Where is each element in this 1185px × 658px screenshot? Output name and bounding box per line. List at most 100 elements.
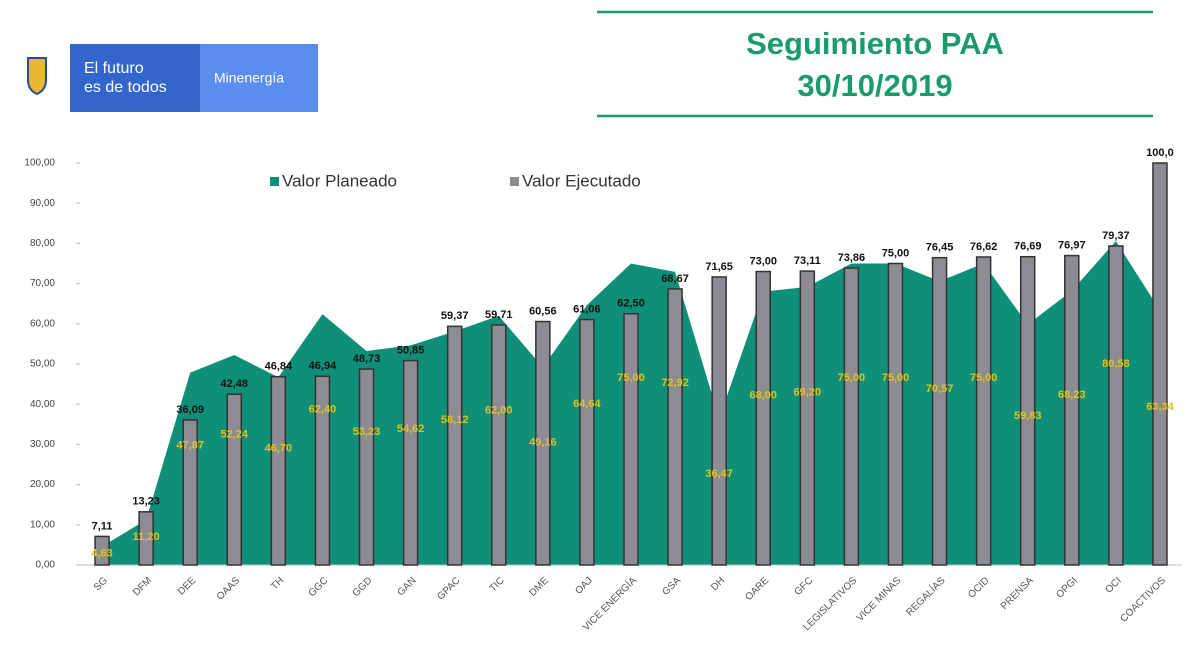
bar-label: 100,0 xyxy=(1146,147,1174,159)
bar xyxy=(491,324,507,566)
area-label: 62,40 xyxy=(309,403,337,415)
area-label: 59,83 xyxy=(1014,410,1042,422)
area-label: 36,47 xyxy=(705,468,733,480)
bar xyxy=(931,256,948,566)
x-tick-label: OAJ xyxy=(573,575,595,597)
area-label: 69,20 xyxy=(794,386,822,398)
area-label: 68,00 xyxy=(749,389,777,401)
legend-swatch xyxy=(510,177,519,186)
bar xyxy=(314,375,331,566)
x-tick-label: GSA xyxy=(660,575,683,598)
bar-label: 48,73 xyxy=(353,353,381,365)
brand-text: es de todos xyxy=(84,79,167,96)
area-label: 75,00 xyxy=(970,372,998,384)
area-label: 54,62 xyxy=(397,423,425,435)
x-tick-label: COACTIVOS xyxy=(1119,575,1169,625)
area-label: 53,23 xyxy=(353,426,381,438)
area-label: 52,24 xyxy=(221,429,249,441)
legend-label: Valor Planeado xyxy=(282,171,397,190)
y-tick-label: 50,00 xyxy=(30,359,55,370)
bar-label: 46,84 xyxy=(265,361,293,373)
y-tick-label: 70,00 xyxy=(30,278,55,289)
x-tick-label: OAAS xyxy=(215,575,243,603)
y-tick-label: 10,00 xyxy=(30,519,55,530)
x-tick-label: OCI xyxy=(1104,575,1124,595)
bar xyxy=(667,288,683,566)
bar-label: 50,85 xyxy=(397,344,425,356)
date: 30/10/2019 xyxy=(797,68,952,103)
area-label: 58,12 xyxy=(441,414,469,426)
x-tick-label: PRENSA xyxy=(999,575,1036,612)
bar xyxy=(799,270,816,566)
brand-text: El futuro xyxy=(84,60,144,77)
bar-label: 13,23 xyxy=(132,496,160,508)
bar xyxy=(579,318,595,566)
bar-label: 59,37 xyxy=(441,310,469,322)
bar xyxy=(623,313,639,566)
bar-label: 73,00 xyxy=(749,255,777,267)
area-label: 72,92 xyxy=(661,377,689,389)
y-tick-label: 40,00 xyxy=(30,399,55,410)
x-tick-label: OCID xyxy=(966,575,991,600)
area-label: 62,00 xyxy=(485,404,513,416)
bar xyxy=(755,270,771,566)
x-tick-label: TH xyxy=(269,575,286,592)
coat-of-arms xyxy=(27,57,47,96)
x-tick-label: DME xyxy=(527,575,551,599)
area-label: 75,00 xyxy=(838,372,866,384)
ministry-text: Minenergía xyxy=(214,70,284,86)
bar xyxy=(1108,245,1124,566)
x-tick-label: GAN xyxy=(395,575,418,598)
bar xyxy=(1019,255,1036,566)
y-tick-label: 20,00 xyxy=(30,479,55,490)
y-tick-label: 30,00 xyxy=(30,439,55,450)
x-tick-label: GFC xyxy=(793,575,816,598)
legend-label: Valor Ejecutado xyxy=(522,171,641,190)
bar xyxy=(887,262,904,566)
x-tick-label: OPGI xyxy=(1054,575,1079,600)
bar xyxy=(270,375,287,566)
area-label: 64,64 xyxy=(573,398,601,410)
brand-box xyxy=(70,44,200,112)
area-label: 75,00 xyxy=(882,372,910,384)
area-label: 80,58 xyxy=(1102,358,1130,370)
x-tick-label: GGD xyxy=(351,575,375,599)
bar xyxy=(138,511,154,566)
y-tick-label: 90,00 xyxy=(30,198,55,209)
bar-label: 75,00 xyxy=(882,247,910,259)
area-label: 11,20 xyxy=(133,531,160,543)
bar xyxy=(975,256,992,566)
bar-label: 79,37 xyxy=(1102,230,1130,242)
bar-label: 59,71 xyxy=(485,309,513,321)
bar xyxy=(226,393,243,566)
bar xyxy=(1152,162,1168,566)
bar xyxy=(843,267,860,566)
area-label: 4,63 xyxy=(91,547,112,559)
bar-label: 42,48 xyxy=(221,378,249,390)
bar xyxy=(446,325,463,566)
x-tick-label: GGC xyxy=(307,575,331,599)
bar xyxy=(358,368,375,566)
y-tick-label: 100,00 xyxy=(24,158,55,169)
bar-label: 60,56 xyxy=(529,305,557,317)
bar-label: 76,97 xyxy=(1058,239,1086,251)
y-tick-label: 60,00 xyxy=(30,318,55,329)
area-label: 49,16 xyxy=(529,436,557,448)
bar-label: 46,94 xyxy=(309,360,337,372)
x-tick-label: GPAC xyxy=(435,575,462,602)
bar-label: 62,50 xyxy=(617,298,645,310)
bar-label: 71,65 xyxy=(705,261,733,273)
bar xyxy=(535,320,551,566)
bar-label: 68,67 xyxy=(661,273,689,285)
x-tick-label: TIC xyxy=(488,575,507,594)
bar-label: 36,09 xyxy=(176,404,204,416)
area-label: 46,70 xyxy=(265,443,293,455)
bar xyxy=(1064,254,1080,566)
x-tick-label: OARE xyxy=(743,575,771,603)
bar xyxy=(94,535,110,566)
x-tick-label: DH xyxy=(709,575,727,593)
y-tick-label: 80,00 xyxy=(30,238,55,249)
title: Seguimiento PAA xyxy=(746,26,1004,61)
area-label: 68,23 xyxy=(1058,389,1086,401)
